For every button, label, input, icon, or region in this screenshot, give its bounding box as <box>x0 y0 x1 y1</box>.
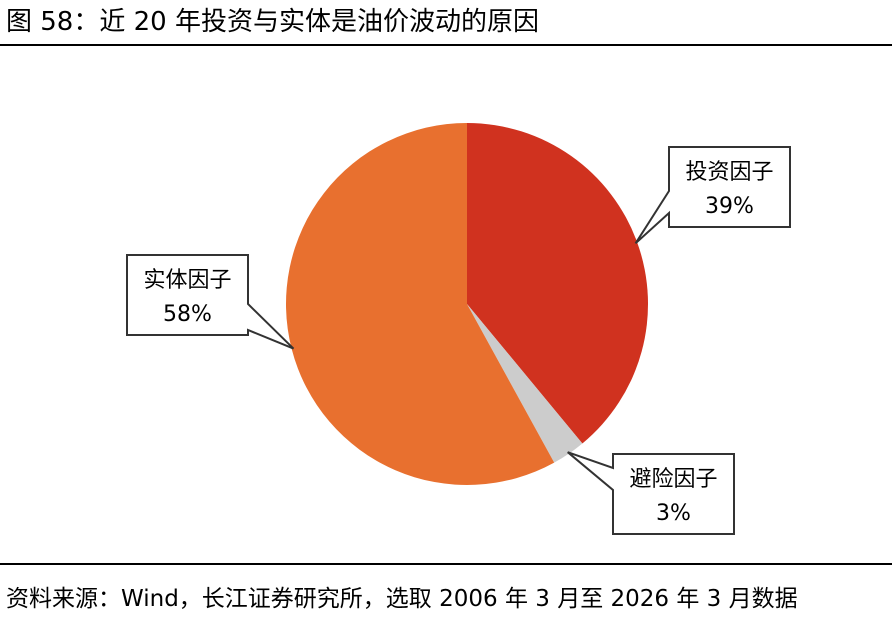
pie-slice-0 <box>467 123 648 444</box>
slice-label-1: 避险因子 <box>629 467 717 492</box>
slice-label-2: 实体因子 <box>143 268 231 293</box>
slice-value-label-2: 58% <box>163 302 212 327</box>
slice-label-0: 投资因子 <box>685 160 773 185</box>
bottom-rule <box>0 563 892 565</box>
figure-title: 图 58：近 20 年投资与实体是油价波动的原因 <box>6 7 539 37</box>
top-rule <box>0 44 892 46</box>
callout-box-2 <box>126 254 295 350</box>
callout-box-1 <box>567 451 735 535</box>
slice-value-label-0: 39% <box>705 194 754 219</box>
callout-box-0 <box>634 146 791 245</box>
slice-value-label-1: 3% <box>656 501 691 526</box>
pie-slice-2 <box>285 123 555 485</box>
source-note: 资料来源：Wind，长江证券研究所，选取 2006 年 3 月至 2026 年 … <box>6 586 798 612</box>
pie-slice-1 <box>467 304 583 463</box>
